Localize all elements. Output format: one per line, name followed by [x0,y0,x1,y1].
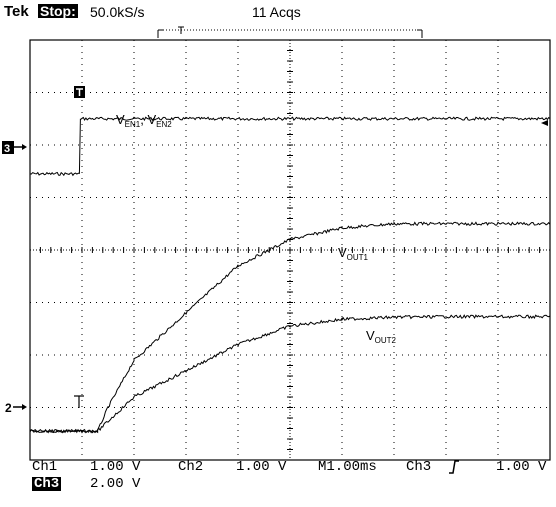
vout2-annotation: VOUT2 [366,328,397,345]
ch3-scale: 2.00 V [90,476,141,492]
trigger-position-marker-top [74,86,85,98]
graticule [29,39,551,461]
acquisition-state-badge: Stop: [38,3,78,19]
ch1-label: Ch1 [32,459,58,475]
trigger-level-arrow-icon [541,120,548,126]
sample-rate-label: 50.0kS/s [90,4,145,20]
trigger-source: Ch3 [406,459,432,475]
scope-header: Tek Stop: 50.0kS/s 11 Acqs [0,0,556,40]
ch2-marker-text: 2 [5,401,12,415]
ch2-scale: 1.00 V [236,459,287,475]
brand-label: Tek [4,3,29,20]
ch3-label: Ch3 [32,476,62,492]
scope-readout-footer: Ch1 1.00 V Ch2 1.00 V M1.00ms Ch3 1.00 V… [0,455,556,507]
trace-ch1 [29,220,551,434]
acquisition-count-label: 11 Acqs [252,4,301,20]
vout1-annotation: VOUT1 [338,245,369,262]
ch2-label: Ch2 [178,459,204,475]
trigger-position-marker-bottom [74,395,84,408]
ch3-ground-marker: 3 [2,141,27,155]
ven-annotation: VEN1, VEN2 [116,112,172,129]
ch3-marker-text: 3 [4,143,10,155]
ch2-ground-marker: 2 [5,401,27,415]
rising-edge-icon [449,460,459,474]
trace-ch3 [29,116,551,177]
record-length-bracket [157,26,423,38]
waveform-traces [29,116,551,434]
trace-ch2 [29,314,551,434]
trigger-level: 1.00 V [496,459,547,475]
ch1-scale: 1.00 V [90,459,141,475]
timebase-readout: M1.00ms [318,459,377,475]
